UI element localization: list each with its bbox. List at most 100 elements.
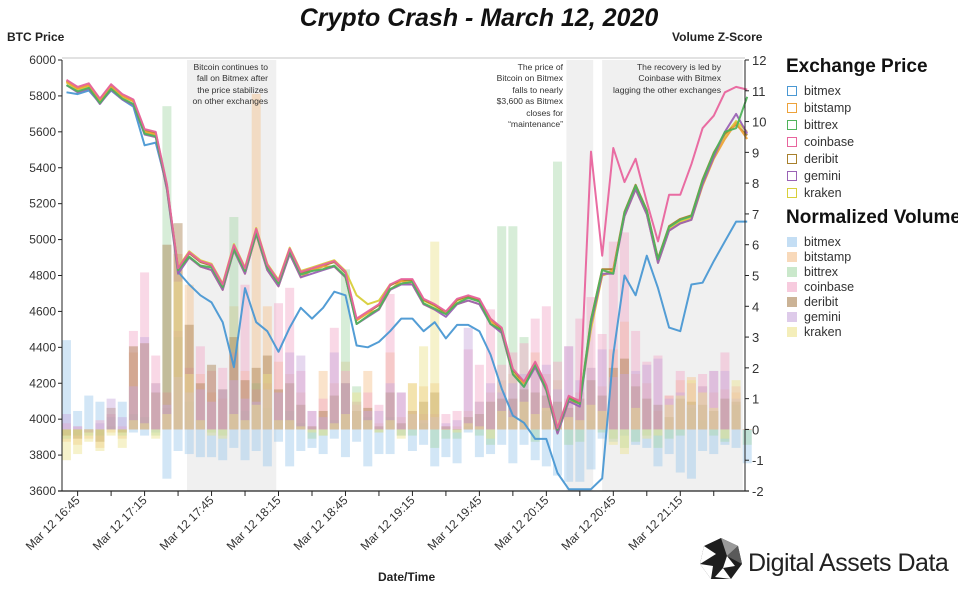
volume-bar-bittrex (642, 429, 652, 436)
volume-bar-kraken (430, 241, 440, 430)
volume-bar-deribit (463, 417, 473, 430)
volume-bar-bittrex (597, 429, 607, 433)
volume-bar-gemini (407, 414, 417, 430)
volume-bar-bitstamp (463, 410, 473, 430)
volume-bar-bitstamp (340, 361, 350, 430)
volume-bar-bitstamp (274, 361, 284, 430)
x-tick-label: Mar 12 20:45 (559, 493, 619, 553)
annotation-recovery: The recovery is led by Coinbase with Bit… (613, 62, 721, 96)
volume-bar-bitmex (106, 417, 116, 430)
x-axis-title: Date/Time (378, 570, 436, 584)
volume-bar-kraken (296, 426, 306, 430)
volume-bar-kraken (195, 420, 205, 430)
legend-item-bittrex[interactable]: bittrex (787, 265, 838, 279)
volume-bar-bitstamp (296, 392, 306, 430)
volume-bar-gemini (262, 389, 272, 430)
volume-bar-gemini (352, 401, 362, 430)
volume-bar-bittrex (340, 269, 350, 430)
volume-bar-coinbase (340, 370, 350, 430)
volume-bar-coinbase (385, 293, 395, 430)
volume-bar-bitmex (140, 429, 150, 436)
legend-item-bitstamp[interactable]: bitstamp (787, 250, 851, 264)
volume-bar-gemini (709, 370, 719, 430)
volume-bars (61, 93, 752, 482)
legend-item-bitmex[interactable]: bitmex (787, 84, 841, 98)
annotation-bitmex-maintenance: The price of Bitcoin on Bitmex falls to … (497, 62, 563, 130)
volume-bar-coinbase (419, 414, 429, 430)
volume-bar-bittrex (106, 426, 116, 430)
volume-bar-bitmex (441, 429, 451, 458)
volume-bar-gemini (128, 386, 138, 430)
volume-bar-kraken (608, 429, 618, 445)
annotation-line: The price of (517, 62, 563, 72)
volume-bar-gemini (396, 392, 406, 430)
volume-bar-coinbase (675, 370, 685, 430)
volume-bar-coinbase (553, 361, 563, 430)
volume-bar-kraken (73, 429, 83, 455)
volume-bar-bitstamp (619, 321, 629, 430)
y2-tick-label: 1 (752, 392, 759, 407)
volume-bar-deribit (653, 404, 663, 430)
legend-label: coinbase (804, 135, 855, 149)
legend-label: bitmex (804, 84, 841, 98)
x-tick-label: Mar 12 20:15 (492, 493, 552, 553)
legend-item-kraken[interactable]: kraken (787, 325, 842, 339)
volume-bar-bitstamp (128, 352, 138, 430)
legend-swatch (787, 171, 797, 181)
volume-bar-bitstamp (307, 426, 317, 430)
volume-bar-coinbase (497, 364, 507, 430)
legend-item-kraken[interactable]: kraken (787, 186, 842, 200)
y-tick-label: 3800 (29, 448, 56, 462)
legend-item-bittrex[interactable]: bittrex (787, 118, 838, 132)
volume-bar-coinbase (407, 410, 417, 430)
legend-item-coinbase[interactable]: coinbase (787, 280, 854, 294)
volume-bar-coinbase (318, 398, 328, 430)
y-tick-label: 4000 (29, 412, 56, 426)
logo-mark (700, 538, 742, 579)
volume-bar-gemini (318, 417, 328, 430)
volume-bar-kraken (151, 429, 161, 439)
legend-label: gemini (804, 310, 841, 324)
legend-item-deribit[interactable]: deribit (787, 152, 838, 166)
volume-bar-bitstamp (553, 380, 563, 430)
legend-item-coinbase[interactable]: coinbase (787, 135, 854, 149)
volume-bar-bitstamp (642, 383, 652, 430)
logo-text: Digital Assets Data (748, 549, 949, 577)
volume-bar-gemini (363, 410, 373, 430)
volume-bar-gemini (61, 414, 71, 430)
volume-bar-bittrex (307, 429, 317, 439)
volume-bar-kraken (184, 374, 194, 430)
annotation-line: The recovery is led by (636, 62, 721, 72)
volume-bar-gemini (84, 429, 94, 433)
legend-item-bitmex[interactable]: bitmex (787, 235, 841, 249)
legend-item-bitstamp[interactable]: bitstamp (787, 101, 851, 115)
legend-label: bitstamp (804, 250, 852, 264)
volume-bar-bitstamp (396, 417, 406, 430)
volume-bar-bitmex (508, 429, 518, 464)
legend-label: coinbase (804, 280, 855, 294)
volume-bar-bittrex (720, 429, 730, 442)
volume-bar-bittrex (419, 423, 429, 430)
legend-item-gemini[interactable]: gemini (787, 169, 841, 183)
volume-bar-bitmex (296, 429, 306, 451)
volume-bar-bitmex (642, 429, 652, 448)
legend-label: kraken (804, 186, 842, 200)
volume-bar-kraken (575, 420, 585, 430)
volume-bar-bittrex (407, 429, 417, 436)
volume-bar-bitstamp (218, 398, 228, 430)
legend-item-gemini[interactable]: gemini (787, 310, 841, 324)
volume-bar-bittrex (151, 429, 161, 436)
legend-label: bitstamp (804, 101, 852, 115)
volume-bar-kraken (385, 420, 395, 430)
volume-bar-kraken (61, 429, 71, 461)
volume-bar-gemini (530, 367, 540, 430)
volume-bar-bittrex (140, 417, 150, 430)
volume-bar-deribit (720, 398, 730, 430)
volume-bar-bittrex (207, 429, 217, 433)
legend-item-deribit[interactable]: deribit (787, 295, 838, 309)
volume-bar-bitmex (553, 429, 563, 476)
volume-bar-bitstamp (686, 377, 696, 430)
volume-bar-bitstamp (608, 349, 618, 430)
x-tick-label: Mar 12 17:45 (157, 493, 217, 553)
